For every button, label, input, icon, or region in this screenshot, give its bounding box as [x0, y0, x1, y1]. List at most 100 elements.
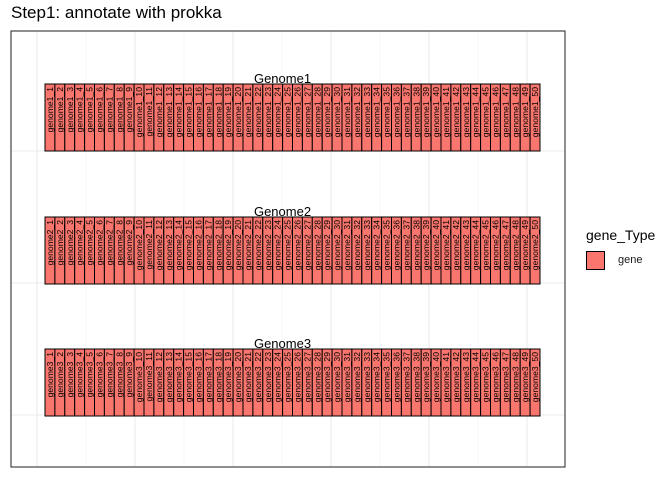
gene-label: genome3_5	[85, 352, 95, 398]
gene-label: genome2_47	[500, 220, 510, 270]
gene-label: genome3_48	[510, 352, 520, 402]
gene-label: genome3_41	[441, 352, 451, 402]
gene-label: genome1_11	[144, 87, 154, 137]
gene-label: genome2_29	[322, 220, 332, 270]
gene-label: genome2_10	[134, 220, 144, 270]
gene-label: genome1_37	[401, 87, 411, 137]
gene-label: genome3_16	[193, 352, 203, 402]
gene-label: genome1_45	[481, 87, 491, 137]
gene-label: genome1_17	[203, 87, 213, 137]
gene-label: genome1_15	[184, 87, 194, 137]
gene-label: genome3_33	[362, 352, 372, 402]
gene-label: genome3_21	[243, 352, 253, 402]
gene-label: genome3_37	[401, 352, 411, 402]
gene-label: genome3_24	[273, 352, 283, 402]
legend-label-gene: gene	[618, 254, 643, 266]
gene-label: genome2_34	[372, 220, 382, 270]
gene-label: genome2_44	[471, 220, 481, 270]
gene-label: genome3_31	[342, 352, 352, 402]
gene-label: genome2_20	[233, 220, 243, 270]
gene-label: genome3_12	[154, 352, 164, 402]
gene-label: genome1_6	[94, 87, 104, 133]
gene-label: genome1_23	[263, 87, 273, 137]
gene-label: genome3_7	[104, 352, 114, 398]
gene-label: genome1_50	[530, 87, 540, 137]
gene-label: genome2_8	[114, 220, 124, 266]
gene-label: genome3_50	[530, 352, 540, 402]
gene-label: genome1_13	[164, 87, 174, 137]
gene-label: genome3_4	[75, 352, 85, 398]
gene-label: genome3_10	[134, 352, 144, 402]
gene-label: genome3_14	[174, 352, 184, 402]
gene-label: genome2_33	[362, 220, 372, 270]
gene-label: genome3_28	[312, 352, 322, 402]
gene-label: genome1_34	[372, 87, 382, 137]
gene-label: genome2_30	[332, 220, 342, 270]
gene-label: genome2_39	[421, 220, 431, 270]
gene-label: genome3_39	[421, 352, 431, 402]
gene-label: genome1_18	[213, 87, 223, 137]
gene-label: genome2_41	[441, 220, 451, 270]
gene-label: genome2_36	[391, 220, 401, 270]
gene-label: genome1_40	[431, 87, 441, 137]
gene-label: genome1_30	[332, 87, 342, 137]
gene-label: genome3_47	[500, 352, 510, 402]
gene-label: genome3_43	[461, 352, 471, 402]
gene-arrow	[529, 348, 541, 417]
gene-label: genome2_35	[382, 220, 392, 270]
gene-label: genome2_28	[312, 220, 322, 270]
gene-label: genome3_29	[322, 352, 332, 402]
gene-label: genome2_42	[451, 220, 461, 270]
gene-label: genome1_41	[441, 87, 451, 137]
gene-label: genome3_25	[283, 352, 293, 402]
gene-label: genome2_19	[223, 220, 233, 270]
gene-label: genome1_1	[45, 87, 55, 133]
gene-label: genome3_40	[431, 352, 441, 402]
gene-label: genome2_2	[55, 220, 65, 266]
gene-label: genome1_31	[342, 87, 352, 137]
gene-label: genome1_4	[75, 87, 85, 133]
gene-label: genome3_15	[184, 352, 194, 402]
gene-label: genome2_12	[154, 220, 164, 270]
gene-label: genome3_32	[352, 352, 362, 402]
gene-label: genome1_12	[154, 87, 164, 137]
gene-label: genome1_19	[223, 87, 233, 137]
gene-arrow	[529, 216, 541, 285]
gene-label: genome1_36	[391, 87, 401, 137]
gene-label: genome3_17	[203, 352, 213, 402]
gene-label: genome2_4	[75, 220, 85, 266]
gene-label: genome3_20	[233, 352, 243, 402]
gene-label: genome1_25	[283, 87, 293, 137]
gene-label: genome2_26	[292, 220, 302, 270]
genome-label: Genome3	[254, 336, 311, 351]
gene-label: genome1_20	[233, 87, 243, 137]
gene-label: genome2_23	[263, 220, 273, 270]
gene-label: genome3_38	[411, 352, 421, 402]
gene-label: genome1_24	[273, 87, 283, 137]
gene-label: genome1_26	[292, 87, 302, 137]
chart-title: Step1: annotate with prokka	[11, 3, 222, 22]
gene-label: genome2_32	[352, 220, 362, 270]
gene-label: genome1_2	[55, 87, 65, 133]
gene-label: genome3_30	[332, 352, 342, 402]
gene-label: genome2_3	[65, 220, 75, 266]
gene-label: genome1_47	[500, 87, 510, 137]
gene-label: genome3_35	[382, 352, 392, 402]
gene-label: genome2_22	[253, 220, 263, 270]
gene-label: genome1_29	[322, 87, 332, 137]
gene-label: genome3_1	[45, 352, 55, 398]
gene-label: genome1_27	[302, 87, 312, 137]
gene-label: genome3_46	[490, 352, 500, 402]
panel-border	[10, 30, 566, 468]
gene-label: genome2_50	[530, 220, 540, 270]
gene-label: genome1_44	[471, 87, 481, 137]
gene-label: genome1_9	[124, 87, 134, 133]
genome-label: Genome2	[254, 204, 311, 219]
gene-label: genome3_36	[391, 352, 401, 402]
gene-label: genome3_3	[65, 352, 75, 398]
gene-label: genome2_5	[85, 220, 95, 266]
gene-label: genome3_8	[114, 352, 124, 398]
gene-label: genome2_1	[45, 220, 55, 266]
gene-label: genome1_8	[114, 87, 124, 133]
